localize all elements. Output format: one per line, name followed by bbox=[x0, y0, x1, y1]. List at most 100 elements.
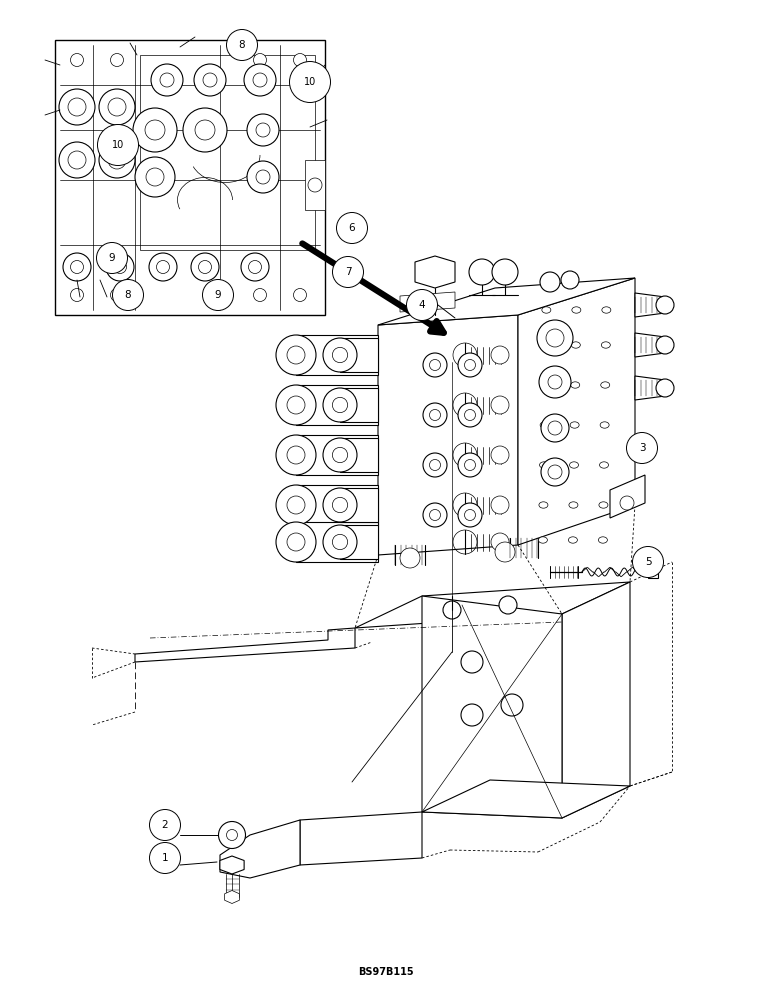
Polygon shape bbox=[415, 256, 455, 288]
Polygon shape bbox=[135, 628, 355, 662]
Circle shape bbox=[249, 260, 262, 273]
Circle shape bbox=[146, 168, 164, 186]
Circle shape bbox=[423, 353, 447, 377]
Circle shape bbox=[333, 497, 347, 513]
Circle shape bbox=[106, 253, 134, 281]
Text: 3: 3 bbox=[638, 443, 645, 453]
Circle shape bbox=[247, 161, 279, 193]
Polygon shape bbox=[562, 582, 630, 818]
Circle shape bbox=[492, 259, 518, 285]
Circle shape bbox=[293, 288, 306, 302]
Circle shape bbox=[145, 120, 165, 140]
Circle shape bbox=[323, 525, 357, 559]
Ellipse shape bbox=[569, 502, 578, 508]
Ellipse shape bbox=[540, 382, 550, 388]
Text: 8: 8 bbox=[239, 40, 245, 50]
Circle shape bbox=[323, 338, 357, 372]
Ellipse shape bbox=[571, 382, 580, 388]
Ellipse shape bbox=[538, 537, 547, 543]
Polygon shape bbox=[422, 780, 630, 818]
Circle shape bbox=[110, 53, 124, 66]
Circle shape bbox=[151, 64, 183, 96]
Circle shape bbox=[247, 114, 279, 146]
Circle shape bbox=[491, 446, 509, 464]
Text: 1: 1 bbox=[161, 853, 168, 863]
Circle shape bbox=[256, 170, 270, 184]
Circle shape bbox=[323, 388, 357, 422]
Text: 10: 10 bbox=[304, 77, 316, 87]
Circle shape bbox=[287, 346, 305, 364]
Circle shape bbox=[491, 346, 509, 364]
Circle shape bbox=[308, 178, 322, 192]
Ellipse shape bbox=[598, 537, 608, 543]
Circle shape bbox=[160, 73, 174, 87]
Circle shape bbox=[149, 253, 177, 281]
Ellipse shape bbox=[600, 462, 608, 468]
Polygon shape bbox=[400, 292, 455, 312]
Circle shape bbox=[150, 842, 181, 874]
Ellipse shape bbox=[572, 307, 581, 313]
Ellipse shape bbox=[540, 422, 549, 428]
Text: 4: 4 bbox=[418, 300, 425, 310]
Circle shape bbox=[276, 435, 316, 475]
Circle shape bbox=[627, 432, 658, 464]
Circle shape bbox=[423, 403, 447, 427]
Circle shape bbox=[203, 73, 217, 87]
Circle shape bbox=[68, 98, 86, 116]
Ellipse shape bbox=[540, 462, 549, 468]
Circle shape bbox=[290, 62, 330, 103]
Circle shape bbox=[541, 458, 569, 486]
Ellipse shape bbox=[600, 422, 609, 428]
Text: 9: 9 bbox=[215, 290, 222, 300]
Circle shape bbox=[99, 142, 135, 178]
Circle shape bbox=[218, 822, 245, 848]
Circle shape bbox=[495, 542, 515, 562]
Circle shape bbox=[68, 151, 86, 169]
Circle shape bbox=[253, 73, 267, 87]
Ellipse shape bbox=[601, 382, 610, 388]
Polygon shape bbox=[635, 293, 665, 317]
Circle shape bbox=[501, 694, 523, 716]
Circle shape bbox=[157, 260, 170, 273]
Circle shape bbox=[429, 360, 441, 370]
Circle shape bbox=[59, 89, 95, 125]
Circle shape bbox=[333, 347, 347, 363]
Polygon shape bbox=[296, 485, 378, 525]
Polygon shape bbox=[220, 856, 244, 874]
Circle shape bbox=[241, 253, 269, 281]
Polygon shape bbox=[296, 435, 378, 475]
Polygon shape bbox=[225, 890, 239, 904]
Polygon shape bbox=[340, 338, 378, 372]
Circle shape bbox=[469, 259, 495, 285]
Circle shape bbox=[113, 260, 127, 273]
Polygon shape bbox=[422, 596, 562, 818]
Circle shape bbox=[465, 460, 476, 471]
Circle shape bbox=[491, 496, 509, 514]
Ellipse shape bbox=[541, 342, 550, 348]
Circle shape bbox=[287, 533, 305, 551]
Polygon shape bbox=[648, 566, 658, 578]
Text: 10: 10 bbox=[112, 140, 124, 150]
Circle shape bbox=[194, 64, 226, 96]
Ellipse shape bbox=[599, 502, 608, 508]
Polygon shape bbox=[296, 522, 378, 562]
Circle shape bbox=[99, 89, 135, 125]
Circle shape bbox=[423, 453, 447, 477]
Circle shape bbox=[546, 329, 564, 347]
Ellipse shape bbox=[570, 462, 578, 468]
Circle shape bbox=[323, 438, 357, 472]
Circle shape bbox=[110, 288, 124, 302]
Circle shape bbox=[70, 53, 83, 66]
Circle shape bbox=[253, 288, 266, 302]
Circle shape bbox=[276, 385, 316, 425]
Circle shape bbox=[548, 375, 562, 389]
Circle shape bbox=[198, 260, 212, 273]
Circle shape bbox=[656, 379, 674, 397]
Polygon shape bbox=[340, 388, 378, 422]
Circle shape bbox=[244, 64, 276, 96]
Text: 6: 6 bbox=[349, 223, 355, 233]
Circle shape bbox=[499, 596, 517, 614]
Circle shape bbox=[97, 124, 138, 165]
Circle shape bbox=[226, 29, 258, 60]
Text: BS97B115: BS97B115 bbox=[358, 967, 414, 977]
